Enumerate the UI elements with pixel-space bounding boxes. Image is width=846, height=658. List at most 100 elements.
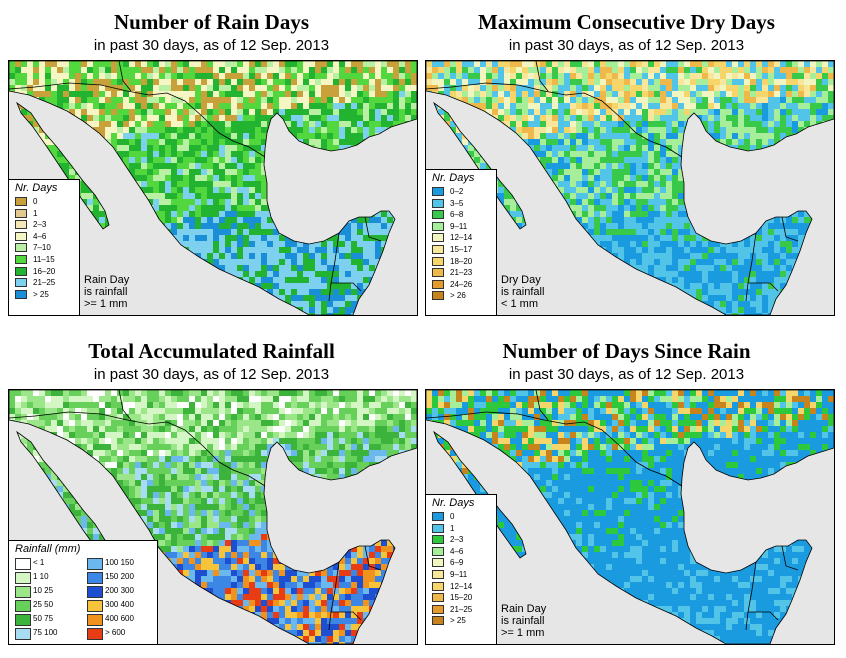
legend-label: 4–6 <box>33 231 47 241</box>
legend-label: < 1 <box>33 558 45 567</box>
legend-label: 12–14 <box>450 581 473 591</box>
legend-entry: 200 300 <box>81 585 153 598</box>
legend-title: Nr. Days <box>432 172 475 184</box>
legend-swatch <box>15 572 31 584</box>
coastline <box>16 101 110 230</box>
legend-entry: 100 150 <box>81 557 153 570</box>
legend-swatch <box>432 535 444 545</box>
panel-title: Maximum Consecutive Dry Days <box>478 10 775 34</box>
legend-entry: 9–11 <box>426 569 498 580</box>
legend-entry: 21–23 <box>426 267 498 278</box>
legend-label: 1 10 <box>33 572 49 581</box>
country-border <box>118 390 132 421</box>
country-border <box>328 232 340 302</box>
legend-label: 1 <box>450 523 455 533</box>
panel-subtitle: in past 30 days, as of 12 Sep. 2013 <box>93 37 330 54</box>
legend-swatch <box>432 279 444 289</box>
legend-swatch <box>432 256 444 266</box>
legend-label: 0 <box>450 512 455 521</box>
legend-label: 9–11 <box>450 221 468 231</box>
panel-dry-days: Maximum Consecutive Dry Days in past 30 … <box>415 0 838 329</box>
legend-label: 100 150 <box>105 558 134 567</box>
legend-swatch <box>432 210 444 220</box>
legend-label: 12–14 <box>450 233 473 243</box>
legend-label: > 600 <box>105 628 126 637</box>
legend-entry: 50 75 <box>9 613 81 626</box>
legend-label: 21–25 <box>450 604 473 614</box>
panel-subtitle: in past 30 days, as of 12 Sep. 2013 <box>93 366 330 383</box>
country-border <box>364 545 382 571</box>
country-border <box>9 82 266 158</box>
legend-entry: 16–20 <box>9 266 81 277</box>
panel-total-rainfall: Total Accumulated Rainfall in past 30 da… <box>0 329 423 658</box>
legend-entry: 11–15 <box>9 254 81 265</box>
legend-label: 11–15 <box>33 255 55 264</box>
legend-entry: > 25 <box>9 289 81 300</box>
coastline <box>433 101 527 230</box>
coastline <box>426 61 834 315</box>
legend-label: 2–3 <box>450 535 464 545</box>
legend-label: 7–10 <box>33 243 51 253</box>
legend-label: > 25 <box>450 616 466 626</box>
country-border <box>535 61 549 92</box>
legend-swatch <box>432 233 444 243</box>
legend-swatch <box>87 600 103 612</box>
legend-title: Rainfall (mm) <box>15 543 81 555</box>
legend-entry: 6–8 <box>426 209 498 220</box>
legend-label: > 26 <box>450 291 466 301</box>
legend-entry: 0–2 <box>426 186 498 197</box>
legend-swatch <box>15 231 27 241</box>
map-svg <box>426 61 834 315</box>
legend-swatch <box>15 586 31 598</box>
panel-title: Number of Rain Days <box>113 10 310 34</box>
legend-swatch <box>432 221 444 231</box>
legend-swatch <box>432 570 444 579</box>
legend-label: 400 600 <box>105 614 134 623</box>
legend-label: 4–6 <box>450 546 464 556</box>
legend-label: 24–26 <box>450 279 473 289</box>
legend-entry: 3–5 <box>426 198 498 209</box>
legend-entry: 24–26 <box>426 279 498 290</box>
country-border <box>328 561 340 631</box>
legend-swatch <box>432 558 444 568</box>
legend-entry: 15–20 <box>426 592 498 603</box>
legend-entry: 12–14 <box>426 232 498 243</box>
legend-entry: 0 <box>426 511 498 522</box>
legend-entry: 4–6 <box>9 231 81 242</box>
panel-subtitle: in past 30 days, as of 12 Sep. 2013 <box>508 37 745 54</box>
legend-swatch <box>432 291 444 301</box>
note-line: is rainfall <box>501 615 545 627</box>
note-line: Dry Day <box>501 274 541 286</box>
legend-swatch <box>432 523 444 533</box>
note-line: is rainfall <box>501 286 545 298</box>
legend-swatch <box>15 289 27 299</box>
legend-entry: 400 600 <box>81 613 153 626</box>
legend: Rainfall (mm) < 1 1 10 10 25 25 50 50 75 75 1… <box>8 540 158 645</box>
panel-subtitle: in past 30 days, as of 12 Sep. 2013 <box>508 366 745 383</box>
country-border <box>364 216 382 242</box>
country-border <box>426 82 683 158</box>
legend-title: Nr. Days <box>15 182 58 194</box>
note-line: < 1 mm <box>501 298 538 310</box>
coastline <box>9 390 417 644</box>
legend-label: 1 <box>33 208 38 218</box>
legend-entry: 150 200 <box>81 571 153 584</box>
legend-label: 2–3 <box>33 220 47 230</box>
legend-entry: > 26 <box>426 290 498 301</box>
legend-label: 15–17 <box>450 245 473 254</box>
legend-label: 6–9 <box>450 558 464 568</box>
legend-entry: 7–10 <box>9 242 81 253</box>
note: Dry Day is rainfall < 1 mm <box>501 274 544 310</box>
note-line: is rainfall <box>84 286 128 298</box>
country-border <box>745 561 757 631</box>
country-border <box>331 611 362 621</box>
country-border <box>331 282 362 292</box>
legend-label: > 25 <box>33 289 49 299</box>
panel-days-since-rain: Number of Days Since Rain in past 30 day… <box>415 329 838 658</box>
legend-swatch <box>87 614 103 626</box>
legend-entry: 12–14 <box>426 581 498 592</box>
map-days-since-rain <box>425 389 835 645</box>
legend-label: 6–8 <box>450 210 464 220</box>
legend-swatch <box>15 614 31 626</box>
legend-swatch <box>15 628 31 640</box>
